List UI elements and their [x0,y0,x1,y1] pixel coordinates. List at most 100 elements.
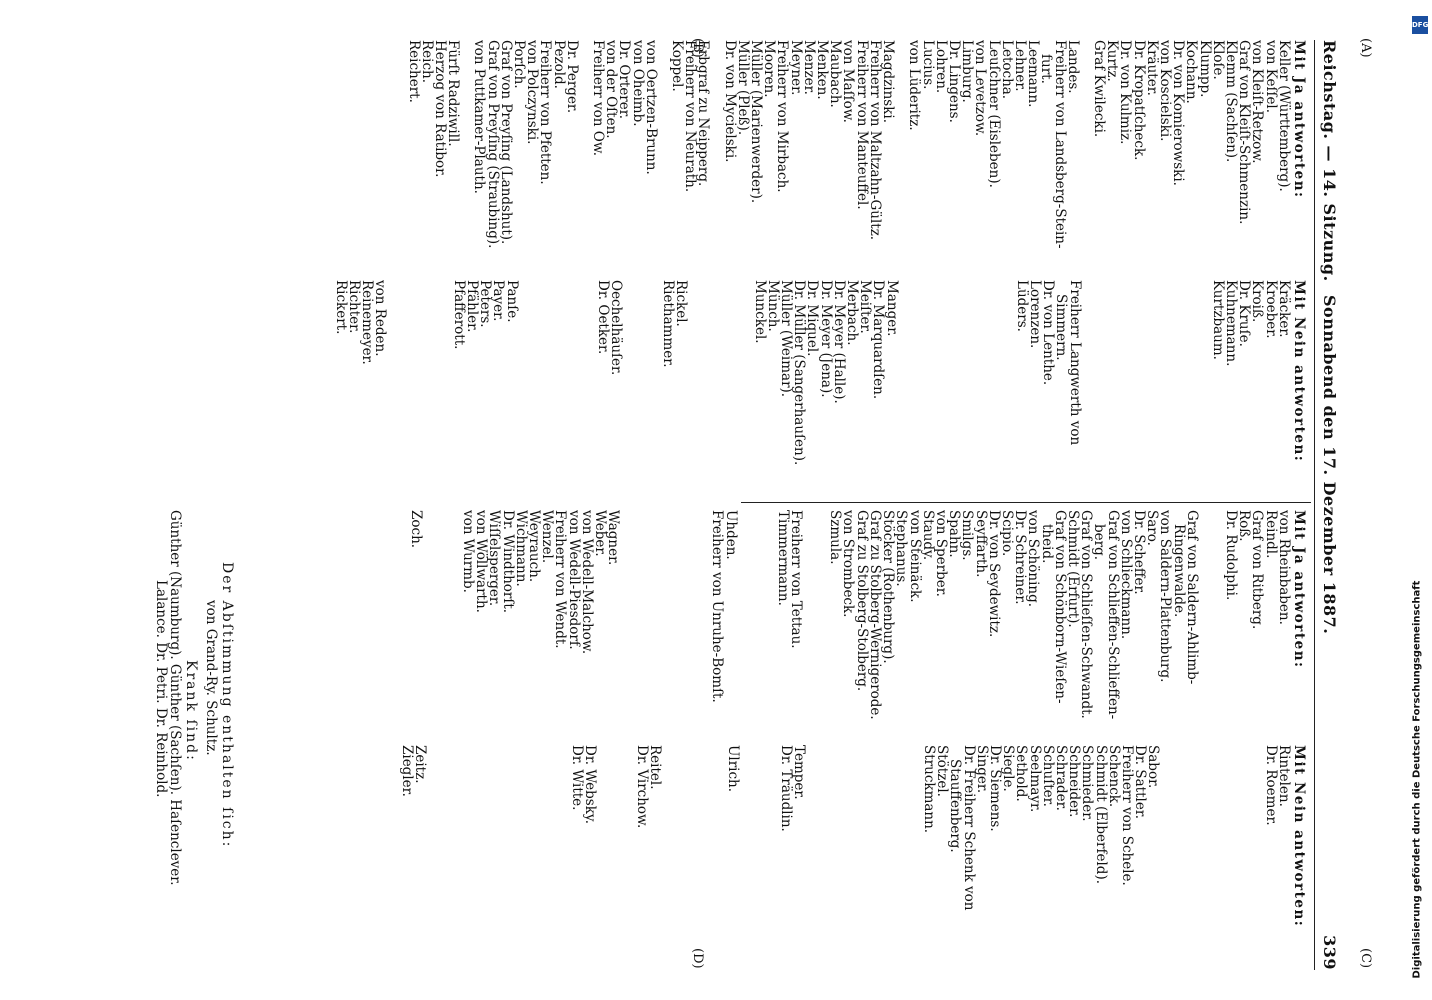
list-item: Ulrich. [725,745,742,793]
spacer [387,280,400,500]
spacer [894,40,907,275]
list-item: Pfafferott. [450,280,467,350]
spacer [439,745,452,970]
list-item: Kurtzbaum. [1209,280,1226,360]
spacer [1172,745,1185,970]
spacer [1120,280,1133,500]
spacer [1211,510,1224,740]
column-heading: Mit Ja antworten: [1291,510,1307,669]
list-item: Meyner. [787,40,804,96]
list-item: Koppel. [669,40,686,92]
spacer [1172,280,1185,500]
list-item: Dr. von Kulmiz. [1117,40,1134,145]
list-item: Zeitz. [412,745,429,784]
list-item: Wagner. [605,510,622,566]
list-item: von Reden. [372,280,389,357]
spacer [632,510,645,740]
spacer [400,280,413,500]
spacer [697,510,710,740]
spacer [556,745,569,970]
spacer [752,745,765,970]
column-divider [741,502,1311,503]
spacer [709,40,722,275]
list-item: Sabor. [1145,745,1162,789]
rotated-document-page: Reichstag. — 14. Sitzung. Sonnabend den … [55,38,1373,970]
spacer [491,745,504,970]
list-item: von Levetzow. [972,40,989,137]
spacer [1094,280,1107,500]
list-item: Dr. von Mycielski. [721,40,738,163]
dfg-watermark: DFG Digitalisierung gefördert durch die … [1412,8,1428,988]
spacer [661,745,674,970]
list-item: von Wöllwarth. [473,510,490,613]
spacer [883,745,896,970]
spacer [609,745,622,970]
list-item: Dr. Roemer. [1262,745,1279,826]
list-item: von der Oſten. [603,40,620,139]
spacer [684,510,697,740]
spacer [1185,745,1198,970]
list-item: Wiſſelsperger. [486,510,503,607]
spacer [1146,280,1159,500]
header-center: Sonnabend den 17. Dezember 1887. [1320,295,1339,635]
spacer [726,280,739,500]
list-item: berg. [1091,524,1108,561]
spacer [543,745,556,970]
column-no-2: Mit Nein antworten: Rintelen. Dr. Roemer.… [399,745,1307,970]
spacer [857,745,870,970]
list-item: Ziegler. [399,745,416,797]
spacer [517,745,530,970]
spacer [739,745,752,970]
list-item: Timmermann. [774,510,791,606]
column-heading: Mit Ja antworten: [1291,40,1307,199]
spacer [844,745,857,970]
spacer [1159,280,1172,500]
spacer [645,510,658,740]
spacer [1002,280,1015,500]
spacer [911,280,924,500]
sick-line-2: Lalance. Dr. Petri. Dr. Reinhold. [153,580,169,798]
list-item: Dr. Windthorſt. [499,510,516,614]
list-item: Pezold. [550,40,567,89]
list-item: Freiherr von Ow. [590,40,607,157]
page-header: Reichstag. — 14. Sitzung. Sonnabend den … [1313,40,1343,970]
header-rule [1314,40,1315,970]
spacer [413,280,426,500]
list-item: Kochann. [1183,40,1200,104]
list-item: Reichert. [405,40,422,103]
list-item: Freiherr von Manteuffel. [853,40,870,210]
spacer [648,280,661,500]
spacer [1224,745,1237,970]
list-item: von Wedell-Piesdorf. [565,510,582,650]
list-item: Dr. Miquel. [804,280,821,357]
name-list: von Rheinbaben. Reindl. Graf von Ritberg. R… [408,510,1292,740]
list-item: Rickert. [332,280,349,335]
abstain-heading: Der Abſtimmung enthalten ſich: [219,562,235,849]
list-item: Graf von Schlieffen-Schlieffen- [1104,510,1121,720]
list-item: Graf von Preyſing (Straubing). [484,40,501,249]
list-item: Freiherr von Pfetten. [537,40,554,185]
spacer [700,280,713,500]
list-item: Szmula. [827,510,844,565]
list-item: Payer. [490,280,507,322]
spacer [557,280,570,500]
list-item: Sethold. [1013,745,1030,802]
list-item: von Steinäck. [906,510,923,603]
list-item: Stephanus. [893,510,910,587]
spacer [674,745,687,970]
list-item: Munckel. [751,280,768,344]
spacer [802,510,815,740]
spacer [950,280,963,500]
list-item: Smilgs. [959,510,976,561]
spacer [815,510,828,740]
spacer [963,280,976,500]
name-list: Rintelen. Dr. Roemer. Sabor. Dr. Sattler. Fr… [399,745,1292,970]
spacer [687,745,700,970]
spacer [763,510,776,740]
margin-marker-d: (D) [690,948,705,969]
spacer [426,745,439,970]
spacer [924,280,937,500]
list-item: Kroiß. [1249,280,1266,323]
spacer [671,510,684,740]
list-item: Rickel. [673,280,690,327]
